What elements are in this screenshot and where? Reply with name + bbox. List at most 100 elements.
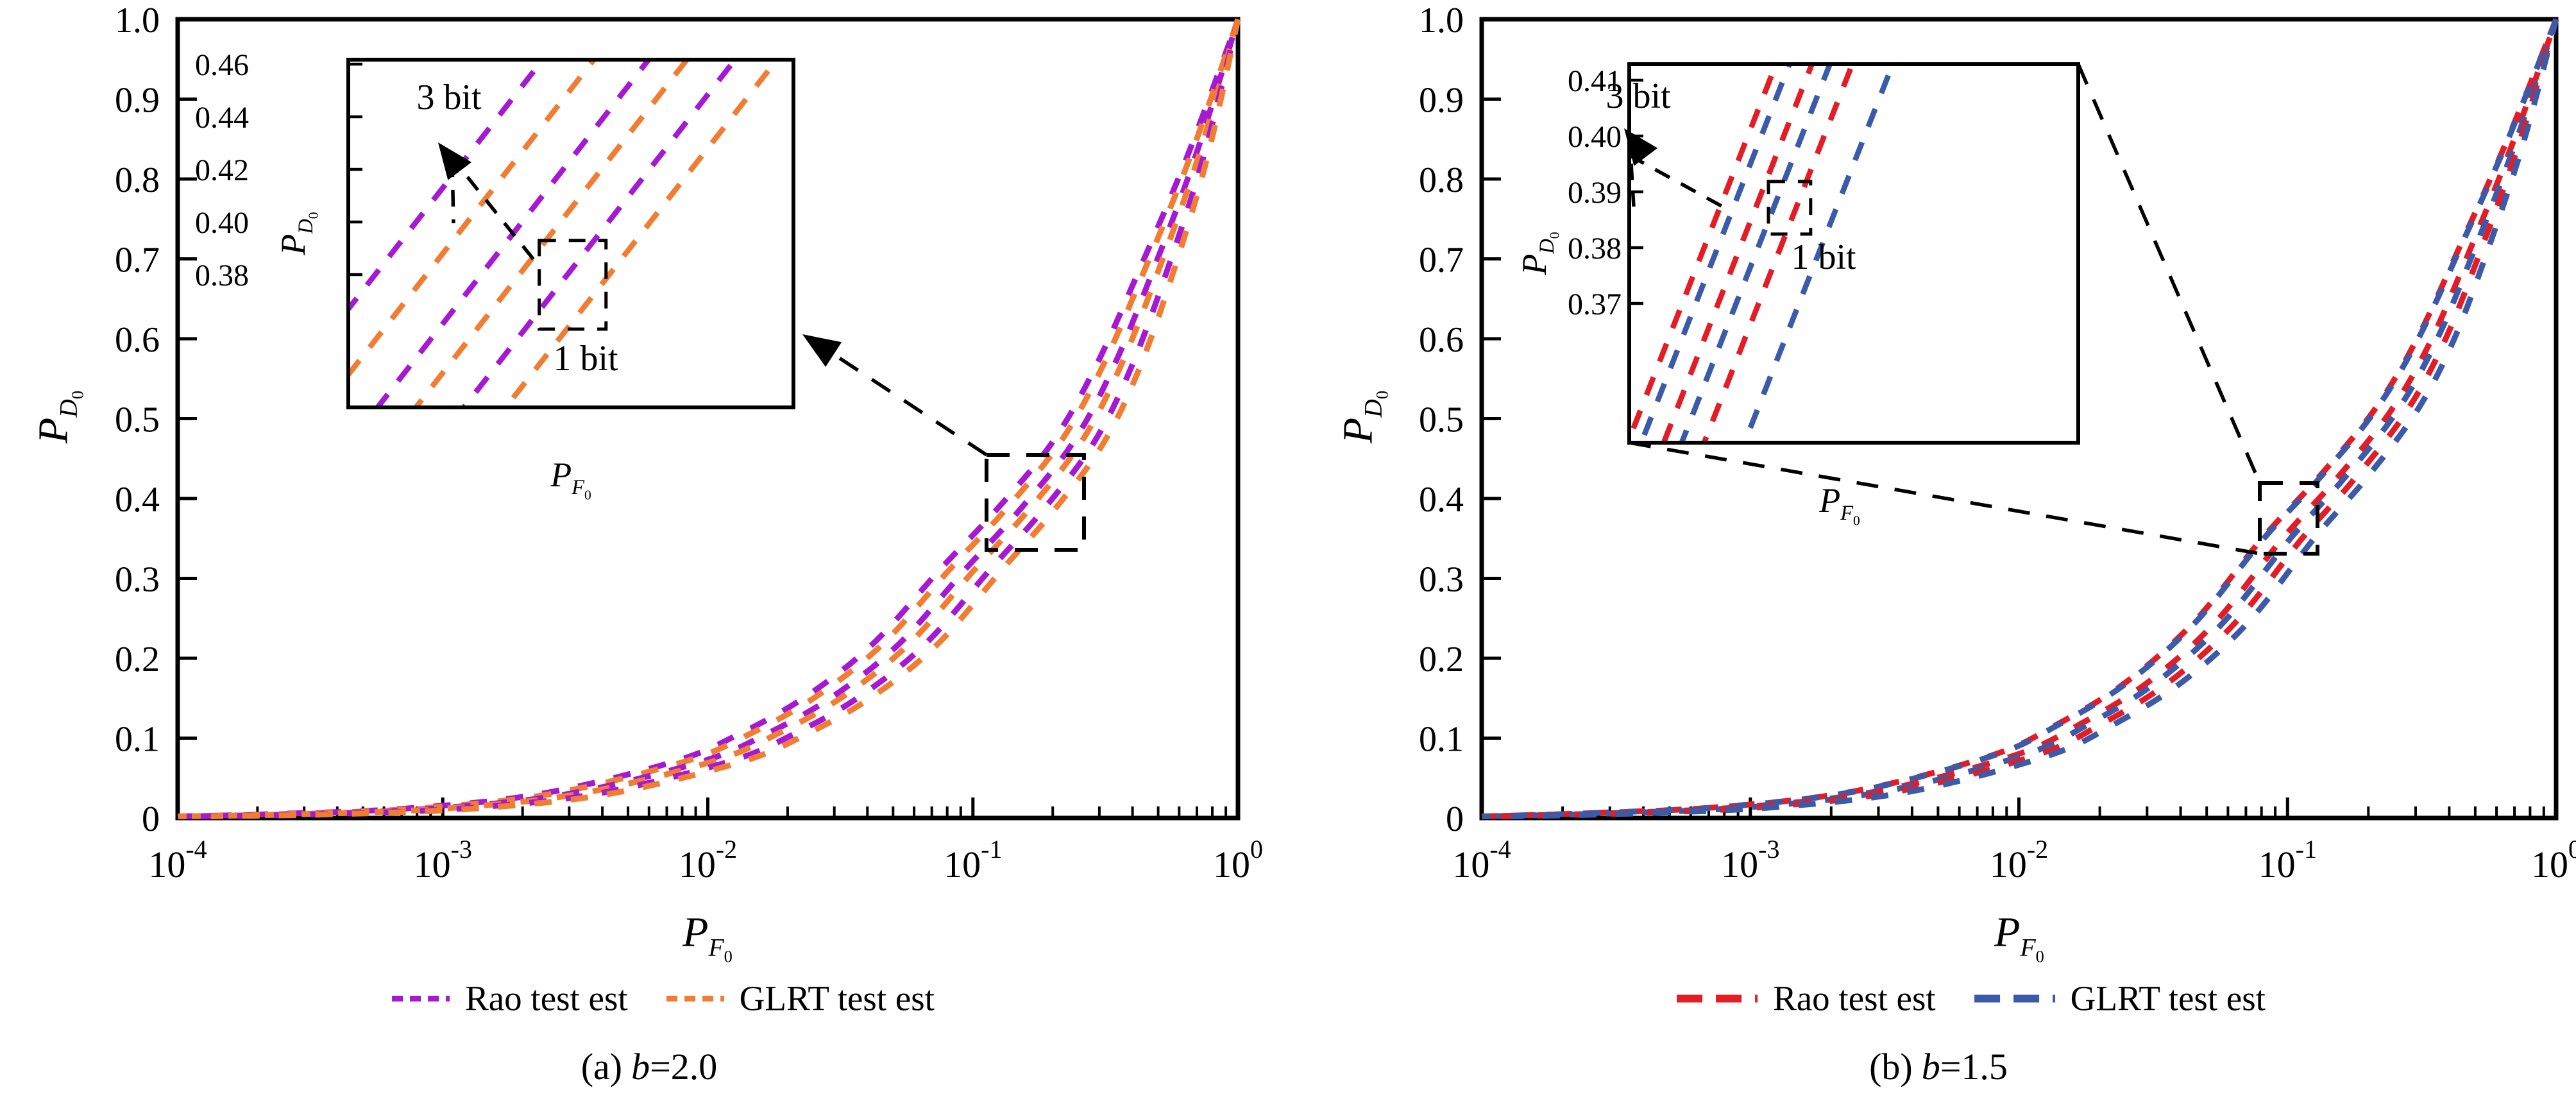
- inset-line: [1629, 64, 1779, 443]
- inset-connector-line: [2076, 63, 2262, 484]
- inset-line: [460, 60, 739, 407]
- inset-line: [412, 60, 691, 407]
- x-tick-label: 10-4: [1452, 835, 1511, 885]
- legend-item-glrt-b: GLRT test est: [1973, 981, 2266, 1016]
- caption-b: (b) b=1.5: [1869, 1046, 2008, 1087]
- glrt-dash-marker-icon: [666, 995, 724, 1001]
- x-axis-ticks: 10-4 10-3 10-2 10-1 100: [148, 797, 1263, 885]
- inset-line: [502, 60, 781, 407]
- curve-glrt-test-est-3-bit-: [177, 18, 1241, 819]
- inset-y-tick-label: 0.44: [195, 101, 249, 135]
- inset-y-tick-label: 0.37: [1568, 287, 1622, 321]
- y-axis-label-b: PD0: [1334, 390, 1392, 444]
- legend-label-rao-b: Rao test est: [1773, 978, 1936, 1018]
- zoom-region-rectangle: [985, 453, 1086, 552]
- annotation-3bit-arrow-tail: [1628, 153, 1733, 214]
- annotation-3bit-arrow-tail: [447, 153, 539, 266]
- inset-panel: 0.46 0.44 0.42 0.40 0.38 3 bit 1 bit: [195, 48, 795, 409]
- inset-y-tick-label: 0.38: [1568, 232, 1622, 266]
- curve-glrt-test-est-2-bit-: [1484, 18, 2559, 819]
- plot-box: [175, 17, 1241, 821]
- curve-glrt-test-est-1-bit-: [1511, 18, 2559, 819]
- inset-y-tick-label: 0.46: [195, 48, 249, 82]
- inset-pointer-arrowhead-icon: [802, 334, 842, 367]
- panel-b: 00.10.20.30.40.50.60.70.80.91.010-4 10-3 1…: [1419, 1, 2576, 885]
- legend-label-glrt-b: GLRT test est: [2070, 978, 2266, 1018]
- x-tick-label: 10-4: [148, 835, 207, 885]
- inset-line: [348, 60, 547, 314]
- inset-box: [1627, 62, 2080, 445]
- inset-box: [346, 58, 795, 409]
- legend-item-rao-b: Rao test est: [1675, 981, 1936, 1016]
- inset-y-tick-label: 0.40: [195, 206, 249, 240]
- roc-curves: [1481, 18, 2559, 819]
- legend-label-rao-a: Rao test est: [465, 978, 628, 1018]
- x-tick-label: 100: [2531, 835, 2576, 885]
- annotation-3bit-arrow-tail: [1629, 163, 1636, 207]
- inset-y-tick-label: 0.40: [1568, 120, 1622, 154]
- y-tick-label: 0.8: [1419, 160, 1464, 200]
- y-tick-label: 0.1: [1419, 720, 1464, 760]
- x-tick-label: 10-1: [944, 835, 1002, 885]
- annotation-3bit: 3 bit: [416, 78, 482, 117]
- x-tick-label: 10-2: [1990, 835, 2048, 885]
- y-tick-label: 1.0: [115, 1, 160, 40]
- x-axis-label-a: PF0: [682, 908, 733, 966]
- inset-line: [1638, 64, 1793, 443]
- y-tick-label: 0.5: [1419, 400, 1464, 440]
- y-tick-label: 0.4: [1419, 480, 1464, 520]
- y-tick-label: 0.9: [115, 81, 160, 121]
- y-tick-label: 0.8: [115, 160, 160, 200]
- inset-line: [1661, 64, 1815, 443]
- y-tick-label: 0.7: [115, 241, 160, 280]
- y-axis-label-a: PD0: [30, 390, 87, 444]
- curve-rao-test-est-1-bit-: [1497, 18, 2559, 819]
- x-tick-label: 10-1: [2258, 835, 2317, 885]
- inset-curves: [1629, 64, 1896, 443]
- y-tick-label: 0.3: [1419, 560, 1464, 600]
- inset-curves: [348, 60, 781, 407]
- x-axis-label-b: PF0: [1994, 908, 2044, 966]
- legend-item-glrt-a: GLRT test est: [665, 981, 935, 1016]
- inset-y-tick-label: 0.38: [195, 259, 249, 293]
- y-tick-label: 0.6: [115, 320, 160, 360]
- inset-y-tick-label: 0.41: [1568, 64, 1622, 98]
- y-tick-label: 0.4: [115, 480, 160, 520]
- y-tick-label: 0.5: [115, 400, 160, 440]
- legend-b: Rao test est GLRT test est: [1675, 981, 2266, 1016]
- y-tick-label: 0.6: [1419, 320, 1464, 360]
- caption-a: (a) b=2.0: [580, 1046, 718, 1087]
- annotation-3bit: 3 bit: [1606, 76, 1671, 116]
- y-tick-label: 0: [142, 799, 160, 839]
- curve-glrt-test-est-1-bit-: [210, 19, 1241, 819]
- annotation-1bit: 1 bit: [553, 339, 618, 379]
- legend-label-glrt-a: GLRT test est: [739, 978, 935, 1018]
- roc-curves: [177, 18, 1241, 819]
- y-axis-ticks: 0 0.1 0.2 0.3 0.4 0.5 0.6 0.7 0.8 0.9 1.0: [115, 1, 197, 839]
- y-axis-ticks: 0 0.1 0.2 0.3 0.4 0.5 0.6 0.7 0.8 0.9 1.0: [1419, 1, 1501, 839]
- inset-connector-line: [1629, 441, 2260, 556]
- inset-line: [1701, 64, 1856, 443]
- y-tick-label: 0.2: [115, 640, 160, 679]
- y-tick-label: 0.7: [1419, 241, 1464, 280]
- annotation-1bit: 1 bit: [1791, 237, 1856, 277]
- y-tick-label: 1.0: [1419, 1, 1464, 40]
- curve-rao-test-est-2-bit-: [177, 18, 1241, 819]
- legend-item-rao-a: Rao test est: [391, 981, 628, 1016]
- inset-x-axis-label-a: PF0: [550, 455, 591, 503]
- inset-line: [348, 60, 598, 379]
- inset-y-axis-label-a: PD0: [273, 212, 321, 255]
- x-tick-label: 100: [1213, 835, 1263, 885]
- rao-dash-marker-icon: [1677, 994, 1758, 1002]
- curve-glrt-test-est-2-bit-: [180, 18, 1241, 819]
- y-tick-label: 0.2: [1419, 640, 1464, 679]
- inset-y-axis-label-b: PD0: [1514, 232, 1563, 275]
- panel-a: 00.10.20.30.40.50.60.70.80.91.010-4 10-3 1…: [115, 1, 1263, 885]
- annotation-1bit-square: [1767, 180, 1813, 236]
- curve-rao-test-est-3-bit-: [1481, 18, 2559, 819]
- inset-line: [1741, 64, 1896, 443]
- y-tick-label: 0.1: [115, 720, 160, 760]
- zoom-region-rectangle: [2258, 481, 2319, 556]
- curve-rao-test-est-2-bit-: [1481, 18, 2559, 819]
